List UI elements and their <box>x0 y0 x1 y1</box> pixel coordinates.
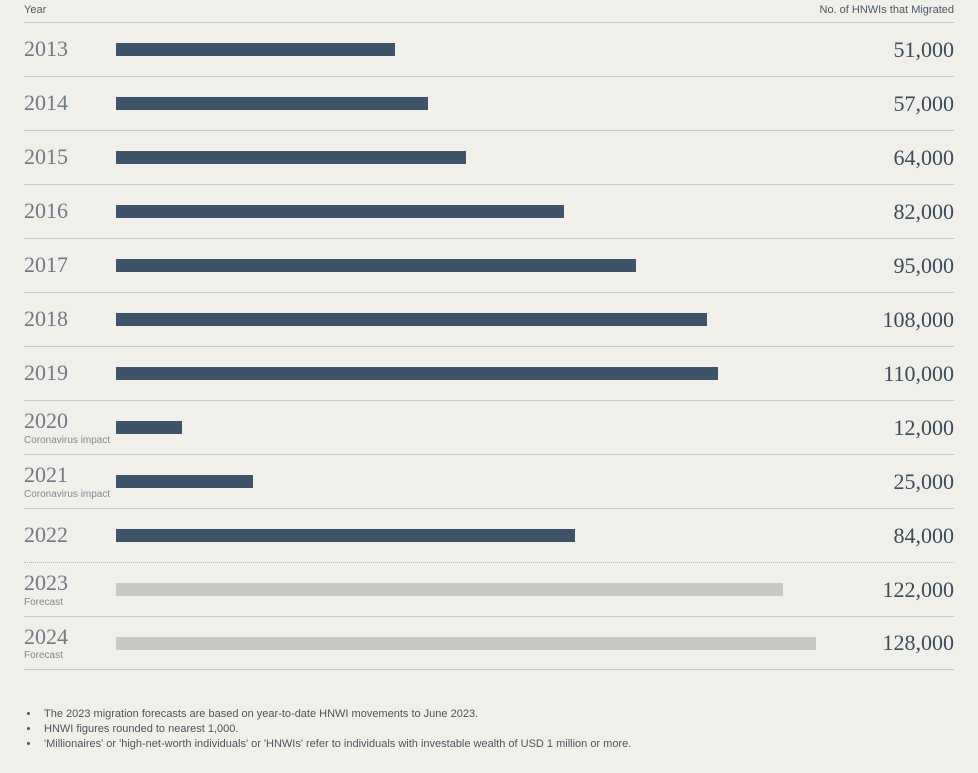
year-column: 2022 <box>24 523 116 547</box>
footnotes-list: The 2023 migration forecasts are based o… <box>24 708 954 750</box>
value-label: 122,000 <box>844 577 954 603</box>
year-label: 2017 <box>24 253 116 277</box>
chart-row: 2015 64,000 <box>24 130 954 184</box>
bar-column <box>116 583 844 596</box>
year-column: 2018 <box>24 307 116 331</box>
value-label: 12,000 <box>844 415 954 441</box>
value-label: 82,000 <box>844 199 954 225</box>
year-column: 2013 <box>24 37 116 61</box>
year-column: 2016 <box>24 199 116 223</box>
year-label: 2015 <box>24 145 116 169</box>
chart-row: 2018 108,000 <box>24 292 954 346</box>
chart-row: 2013 51,000 <box>24 22 954 76</box>
footnote-item: HNWI figures rounded to nearest 1,000. <box>40 723 954 735</box>
footnote-item: 'Millionaires' or 'high-net-worth indivi… <box>40 738 954 750</box>
year-column: 2017 <box>24 253 116 277</box>
header-value-label: No. of HNWIs that Migrated <box>820 4 955 16</box>
bar-column <box>116 367 844 380</box>
year-column: 2019 <box>24 361 116 385</box>
year-subnote: Coronavirus impact <box>24 435 116 446</box>
year-column: 2021 Coronavirus impact <box>24 463 116 499</box>
year-label: 2021 <box>24 463 116 487</box>
footnote-item: The 2023 migration forecasts are based o… <box>40 708 954 720</box>
value-label: 95,000 <box>844 253 954 279</box>
chart-row: 2017 95,000 <box>24 238 954 292</box>
bar-column <box>116 637 844 650</box>
forecast-bar <box>116 583 783 596</box>
chart-row: 2024Forecast 128,000 <box>24 616 954 670</box>
year-column: 2015 <box>24 145 116 169</box>
year-label: 2024 <box>24 625 116 649</box>
year-column: 2024Forecast <box>24 625 116 661</box>
bar-column <box>116 205 844 218</box>
value-label: 64,000 <box>844 145 954 171</box>
year-label: 2014 <box>24 91 116 115</box>
chart-header: Year No. of HNWIs that Migrated <box>24 0 954 22</box>
actual-bar <box>116 97 428 110</box>
year-subnote: Coronavirus impact <box>24 489 116 500</box>
chart-row: 2023 Forecast 122,000 <box>24 562 954 616</box>
value-label: 84,000 <box>844 523 954 549</box>
bar-column <box>116 97 844 110</box>
value-label: 57,000 <box>844 91 954 117</box>
year-subnote: Forecast <box>24 650 116 661</box>
chart-row: 2014 57,000 <box>24 76 954 130</box>
bar-column <box>116 43 844 56</box>
chart-row: 2022 84,000 <box>24 508 954 562</box>
year-column: 2014 <box>24 91 116 115</box>
value-label: 128,000 <box>844 630 954 656</box>
forecast-bar <box>116 637 816 650</box>
chart-rows: 2013 51,000 2014 57,000 2015 64,000 2016 82,000… <box>24 22 954 670</box>
bar-column <box>116 259 844 272</box>
year-label: 2020 <box>24 409 116 433</box>
value-label: 25,000 <box>844 469 954 495</box>
year-column: 2020 Coronavirus impact <box>24 409 116 445</box>
header-year-label: Year <box>24 4 46 16</box>
actual-bar <box>116 43 395 56</box>
bar-column <box>116 421 844 434</box>
chart-row: 2016 82,000 <box>24 184 954 238</box>
actual-bar <box>116 313 707 326</box>
actual-bar <box>116 367 718 380</box>
bar-column <box>116 313 844 326</box>
actual-bar <box>116 151 466 164</box>
bar-column <box>116 529 844 542</box>
hnwi-migration-chart: Year No. of HNWIs that Migrated 2013 51,0… <box>0 0 978 773</box>
year-label: 2013 <box>24 37 116 61</box>
year-label: 2016 <box>24 199 116 223</box>
year-label: 2019 <box>24 361 116 385</box>
bar-column <box>116 475 844 488</box>
actual-bar <box>116 259 636 272</box>
value-label: 108,000 <box>844 307 954 333</box>
chart-row: 2019 110,000 <box>24 346 954 400</box>
year-label: 2022 <box>24 523 116 547</box>
year-column: 2023 Forecast <box>24 571 116 607</box>
year-label: 2018 <box>24 307 116 331</box>
actual-bar <box>116 475 253 488</box>
year-subnote: Forecast <box>24 597 116 608</box>
year-label: 2023 <box>24 571 116 595</box>
chart-row: 2020 Coronavirus impact 12,000 <box>24 400 954 454</box>
value-label: 110,000 <box>844 361 954 387</box>
actual-bar <box>116 529 575 542</box>
value-label: 51,000 <box>844 37 954 63</box>
chart-row: 2021 Coronavirus impact 25,000 <box>24 454 954 508</box>
actual-bar <box>116 421 182 434</box>
actual-bar <box>116 205 564 218</box>
bar-column <box>116 151 844 164</box>
